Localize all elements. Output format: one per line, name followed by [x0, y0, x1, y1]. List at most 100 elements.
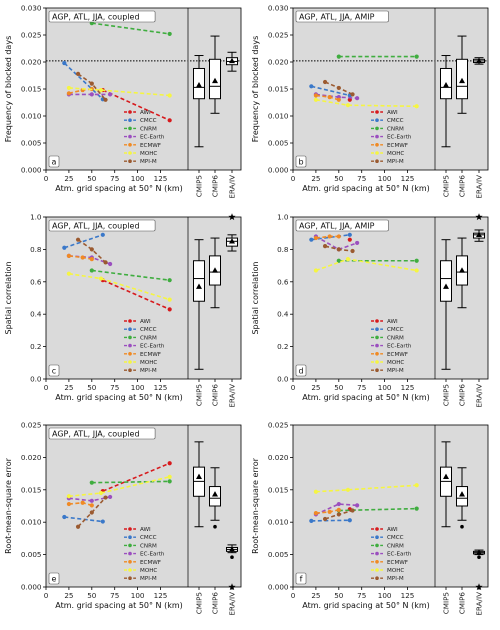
y-tick-label: 0.000 [268, 583, 289, 592]
x-tick-label: 125 [154, 383, 168, 392]
data-point-cnrm [414, 506, 419, 511]
mean-marker [229, 238, 235, 244]
x-tick-label: 125 [401, 174, 415, 183]
legend: AWI CMCC CNRM EC-Earth ECMWF MOHC MPI-M [371, 319, 412, 374]
x-tick-label: 100 [131, 174, 145, 183]
data-point-mohc [414, 104, 419, 109]
axes-frame [292, 216, 489, 380]
axes-frame [45, 216, 242, 380]
legend-label: EC-Earth [140, 552, 165, 558]
legend-label: ECMWF [387, 143, 408, 149]
legend-marker-ec-earth [128, 551, 132, 556]
x-tick-label: 50 [87, 383, 97, 392]
x-tick-label: 0 [44, 591, 49, 600]
data-point-ec-earth [355, 96, 360, 101]
data-point-mpi-m [103, 495, 108, 500]
legend-marker-cmcc [128, 327, 132, 332]
mean-marker [443, 82, 449, 88]
data-point-cnrm [89, 480, 94, 485]
box-body [440, 260, 452, 302]
data-point-mpi-m [75, 71, 81, 76]
legend-label: MOHC [387, 151, 404, 157]
legend-label: AWI [140, 319, 151, 325]
legend-label: ECMWF [140, 143, 161, 149]
y-tick-label: 0.025 [21, 31, 42, 40]
y-tick-label: 0.6 [30, 277, 42, 286]
panel-title: AGP, ATL, JJA, AMIP [299, 221, 375, 230]
panel-b: CMIP5 CMIP6 ERA/IV 0.000 0.005 0.010 0.015 0.02… [251, 4, 489, 199]
panel-letter-box [295, 572, 307, 585]
legend-marker-ecmwf [128, 560, 132, 564]
legend-label: CMCC [140, 535, 157, 541]
data-point-cnrm [336, 54, 341, 59]
y-tick-label: 0.000 [21, 166, 42, 175]
data-point-ecmwf [66, 253, 72, 258]
mean-marker [196, 473, 202, 480]
y-tick-label: 0.000 [21, 583, 42, 592]
data-point-mohc [167, 474, 172, 479]
mean-marker [459, 491, 465, 497]
y-tick-label: 0.015 [268, 85, 289, 94]
data-point-mohc [313, 268, 319, 273]
legend-label: AWI [387, 527, 398, 533]
axes-background [293, 217, 488, 379]
data-point-ec-earth [108, 92, 113, 97]
legend-marker-mpi-m [128, 159, 132, 163]
data-point-awi [167, 307, 172, 312]
x-axis-label: Atm. grid spacing at 50° N (km) [302, 601, 430, 610]
x-tick-label: 75 [357, 174, 366, 183]
y-axis-label: Frequency of blocked days [4, 36, 13, 143]
legend-marker-awi [375, 319, 379, 323]
x-tick-label: 50 [334, 174, 344, 183]
legend-label: MPI-M [140, 576, 157, 582]
box-label: CMIP6 [458, 175, 467, 198]
legend-marker-mohc [375, 568, 379, 572]
data-point-mpi-m [336, 512, 341, 517]
panel-letter: d [298, 367, 303, 376]
mean-marker [229, 546, 235, 552]
series-line-mohc [68, 272, 170, 301]
data-point-ec-earth [355, 240, 360, 246]
box-label: ERA/IV [228, 592, 237, 616]
y-tick-label: 0.2 [30, 342, 41, 351]
data-point-ec-earth [336, 501, 341, 507]
legend-label: AWI [140, 527, 151, 533]
data-point-mpi-m [322, 79, 328, 85]
panel-title: AGP, ATL, JJA, coupled [52, 12, 140, 21]
axes-background [293, 425, 488, 587]
series-line-mohc [315, 484, 417, 493]
boxplot-cmip6 [456, 35, 468, 114]
y-tick-label: 0.020 [21, 58, 42, 67]
data-point-mohc [66, 494, 72, 499]
data-point-mpi-m [89, 247, 94, 252]
data-point-ecmwf [89, 257, 94, 262]
data-point-mpi-m [336, 247, 341, 252]
y-axis-label: Frequency of blocked days [251, 36, 260, 143]
data-point-cnrm [336, 258, 341, 263]
x-tick-label: 25 [311, 383, 320, 392]
data-point-awi [347, 97, 352, 102]
mean-marker [459, 77, 465, 84]
y-tick-label: 0.005 [268, 139, 289, 148]
mean-marker [476, 231, 482, 238]
boxplot-cmip6 [209, 35, 221, 114]
x-tick-label: 125 [154, 174, 168, 183]
box-label: CMIP5 [195, 175, 204, 197]
series-line-cnrm [91, 269, 170, 281]
x-tick-label: 0 [291, 591, 296, 600]
series-line-mohc [68, 476, 170, 498]
panel-letter-box [48, 155, 60, 168]
y-tick-label: 0.0 [277, 375, 289, 384]
mean-marker [476, 57, 482, 64]
box-label: CMIP5 [442, 384, 451, 406]
y-tick-label: 0.005 [21, 550, 42, 559]
boxplot-era-iv [226, 51, 238, 72]
box-label: CMIP6 [458, 592, 467, 615]
x-axis-label: Atm. grid spacing at 50° N (km) [302, 184, 430, 193]
data-point-ecmwf [327, 509, 332, 514]
data-point-awi [167, 461, 172, 466]
box-label: CMIP6 [211, 592, 220, 615]
legend-label: AWI [140, 110, 151, 116]
legend-marker-mohc [375, 151, 379, 155]
data-point-ecmwf [80, 500, 85, 505]
